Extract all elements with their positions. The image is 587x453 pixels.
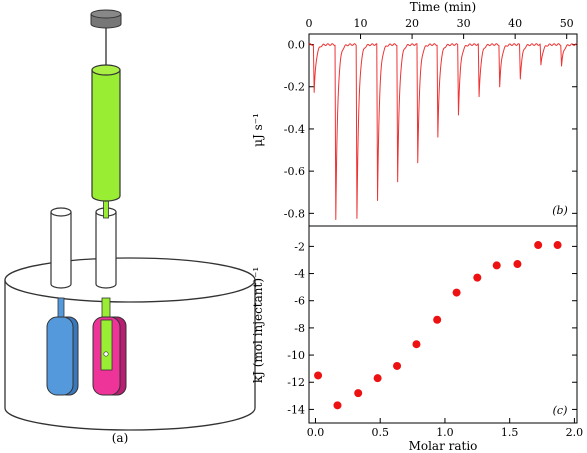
syringe-barrel (91, 70, 121, 202)
reference-tube-top (50, 207, 72, 217)
panel-b-x-tick-label: 20 (405, 17, 419, 30)
itc-instrument-schematic: (a) (4, 9, 256, 445)
panel-c-y-tick-label: -6 (294, 295, 305, 308)
sample-tube (95, 212, 117, 289)
isotherm-point (433, 315, 442, 324)
panel-b-y-tick-label: -0.2 (284, 81, 305, 94)
reference-cell (46, 316, 74, 396)
panel-c-y-tick-label: -8 (294, 322, 305, 335)
panel-c-ylabel: kJ (mol injectant)⁻¹ (251, 267, 265, 383)
isotherm-point (492, 261, 501, 270)
syringe-needle (103, 199, 109, 219)
panel-c-x-tick-label: 2.0 (566, 426, 584, 439)
panel-c-y-tick-label: -14 (287, 403, 305, 416)
panel-b-y-tick-label: -0.6 (284, 165, 305, 178)
panel-b-x-ticks: 0 10 20 30 40 50 (306, 17, 574, 39)
panel-c-x-ticks: 0.0 0.5 1.0 1.5 2.0 (307, 418, 583, 439)
stirrer-paddle (100, 319, 113, 371)
isotherm-point (534, 241, 543, 250)
panel-b-xlabel: Time (min) (410, 0, 476, 14)
reference-cell-stem (57, 297, 65, 319)
isotherm-panel: Molar ratio kJ (mol injectant)⁻¹ (c) 0.0… (251, 225, 583, 453)
isotherm-point (333, 401, 342, 410)
panel-b-ylabel: μJ s⁻¹ (251, 113, 265, 147)
isotherm-point (452, 288, 461, 297)
panel-b-frame (308, 33, 578, 227)
reference-tube (50, 212, 72, 289)
syringe-cap-top (90, 9, 122, 19)
panel-b-x-tick-label: 10 (354, 17, 368, 30)
panel-b-y-tick-label: 0.0 (288, 39, 306, 52)
panel-b-x-tick-label: 50 (560, 17, 574, 30)
syringe-barrel-top (91, 64, 121, 76)
isotherm-point (553, 241, 562, 250)
panel-b-y-tick-label: -0.4 (284, 123, 305, 136)
isotherm-point (393, 361, 402, 370)
isotherm-point (473, 273, 482, 282)
panel-c-x-tick-label: 0.5 (371, 426, 389, 439)
panel-c-x-tick-label: 1.5 (501, 426, 519, 439)
panel-c-y-tick-label: -2 (294, 240, 305, 253)
jacket-top (4, 257, 256, 303)
panel-c-y-tick-label: -10 (287, 349, 305, 362)
thermogram-trace (308, 43, 578, 220)
panel-b-y-ticks: 0.0 -0.2 -0.4 -0.6 -0.8 (284, 39, 577, 220)
isotherm-point (513, 260, 522, 269)
panel-b-label: (b) (552, 204, 568, 217)
panel-c-xlabel: Molar ratio (409, 439, 478, 453)
panel-c-x-tick-label: 0.0 (307, 426, 325, 439)
panel-c-y-ticks: -2 -4 -6 -8 -10 -12 -14 (287, 240, 577, 416)
panel-c-frame (308, 225, 578, 424)
panel-c-x-tick-label: 1.0 (436, 426, 454, 439)
isotherm-point (354, 389, 363, 398)
thermogram-panel: Time (min) μJ s⁻¹ (b) 0 10 20 30 40 50 0.0 -0.… (251, 0, 578, 227)
panel-c-y-tick-label: -4 (294, 268, 305, 281)
panel-c-y-tick-label: -12 (287, 376, 305, 389)
isotherm-points (314, 241, 562, 410)
panel-c-label: (c) (553, 404, 568, 417)
isotherm-point (314, 371, 323, 380)
panel-a-label: (a) (112, 431, 129, 445)
stirrer-dot (103, 351, 109, 357)
panel-b-x-tick-label: 30 (457, 17, 471, 30)
isotherm-point (412, 340, 421, 349)
panel-b-x-tick-label: 40 (508, 17, 522, 30)
plunger-rod (105, 22, 107, 68)
panel-b-x-tick-label: 0 (306, 17, 313, 30)
sample-cell-stem (101, 297, 111, 319)
panel-b-y-tick-label: -0.8 (284, 207, 305, 220)
isotherm-point (373, 374, 382, 383)
